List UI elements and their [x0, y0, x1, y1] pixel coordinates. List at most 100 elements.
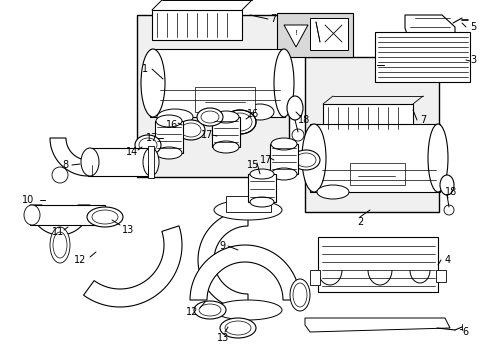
- Bar: [317, 237, 437, 292]
- Text: 11: 11: [52, 227, 64, 237]
- Ellipse shape: [141, 49, 164, 117]
- Ellipse shape: [292, 283, 306, 307]
- Bar: [309, 18, 347, 50]
- Text: 17: 17: [259, 155, 272, 165]
- Ellipse shape: [270, 138, 296, 150]
- Ellipse shape: [139, 138, 157, 152]
- Ellipse shape: [289, 279, 309, 311]
- Ellipse shape: [81, 148, 99, 176]
- Text: 1: 1: [142, 64, 148, 74]
- Ellipse shape: [181, 123, 201, 137]
- Polygon shape: [50, 138, 88, 176]
- Ellipse shape: [52, 167, 68, 183]
- Ellipse shape: [213, 141, 239, 153]
- Polygon shape: [198, 210, 247, 310]
- Polygon shape: [83, 226, 182, 307]
- Text: 16: 16: [246, 109, 259, 119]
- Text: 4: 4: [444, 255, 450, 265]
- Polygon shape: [284, 25, 307, 47]
- Bar: [435, 270, 445, 282]
- Ellipse shape: [443, 205, 453, 215]
- Text: 8: 8: [62, 160, 68, 170]
- Text: 5: 5: [469, 22, 475, 32]
- Bar: [30, 205, 105, 225]
- Text: 14: 14: [125, 147, 138, 157]
- Text: 15: 15: [246, 160, 259, 170]
- Ellipse shape: [302, 124, 325, 192]
- Bar: [152, 10, 242, 40]
- Ellipse shape: [53, 232, 67, 258]
- Ellipse shape: [156, 115, 182, 127]
- Ellipse shape: [249, 197, 273, 207]
- Ellipse shape: [156, 147, 182, 159]
- Polygon shape: [190, 245, 299, 300]
- Ellipse shape: [214, 200, 282, 220]
- Text: 7: 7: [419, 115, 425, 125]
- Polygon shape: [30, 205, 90, 235]
- Text: 3: 3: [469, 55, 475, 65]
- Ellipse shape: [291, 129, 304, 141]
- Text: 12: 12: [74, 255, 86, 265]
- Text: 13: 13: [122, 225, 134, 235]
- Bar: [225, 196, 270, 212]
- Bar: [212, 117, 240, 147]
- Ellipse shape: [50, 227, 70, 263]
- Text: 9: 9: [219, 241, 224, 251]
- Ellipse shape: [197, 108, 223, 126]
- Ellipse shape: [249, 169, 273, 179]
- Ellipse shape: [291, 150, 319, 170]
- Bar: [88, 148, 153, 176]
- Text: 16: 16: [165, 120, 178, 130]
- Text: 12: 12: [185, 307, 198, 317]
- Text: 13: 13: [217, 333, 229, 343]
- Ellipse shape: [157, 109, 193, 125]
- Ellipse shape: [273, 49, 293, 117]
- Bar: [349, 163, 404, 185]
- Text: 17: 17: [145, 133, 158, 143]
- Ellipse shape: [286, 96, 303, 120]
- Ellipse shape: [224, 321, 250, 335]
- Text: 7: 7: [269, 14, 276, 24]
- Ellipse shape: [295, 153, 315, 167]
- Ellipse shape: [427, 124, 447, 192]
- Ellipse shape: [224, 110, 256, 134]
- Bar: [137, 15, 288, 177]
- Text: 17: 17: [201, 130, 213, 140]
- Ellipse shape: [194, 301, 225, 319]
- Text: 18: 18: [444, 187, 456, 197]
- Ellipse shape: [439, 175, 453, 195]
- Ellipse shape: [201, 111, 219, 123]
- Ellipse shape: [24, 205, 40, 225]
- Bar: [195, 87, 254, 112]
- Ellipse shape: [92, 210, 118, 224]
- Text: 18: 18: [297, 115, 309, 125]
- Ellipse shape: [270, 168, 296, 180]
- Ellipse shape: [142, 148, 159, 176]
- Ellipse shape: [199, 304, 221, 316]
- Bar: [269, 144, 297, 174]
- Bar: [305, 57, 438, 212]
- Text: 2: 2: [356, 217, 363, 227]
- Text: 6: 6: [461, 327, 467, 337]
- Ellipse shape: [177, 120, 204, 140]
- Polygon shape: [404, 15, 454, 42]
- Ellipse shape: [87, 207, 123, 227]
- Ellipse shape: [227, 113, 251, 131]
- Bar: [148, 146, 154, 178]
- Bar: [323, 104, 412, 132]
- Bar: [309, 270, 319, 285]
- Bar: [276, 13, 352, 57]
- Ellipse shape: [214, 300, 282, 320]
- Polygon shape: [305, 318, 449, 332]
- Bar: [247, 174, 275, 202]
- Ellipse shape: [316, 185, 348, 199]
- Ellipse shape: [135, 135, 161, 155]
- Ellipse shape: [220, 318, 256, 338]
- Bar: [309, 124, 439, 192]
- Ellipse shape: [213, 111, 239, 123]
- Text: !: !: [294, 30, 297, 36]
- Bar: [374, 32, 469, 82]
- Ellipse shape: [245, 104, 273, 120]
- Bar: [155, 121, 183, 153]
- Text: 10: 10: [22, 195, 34, 205]
